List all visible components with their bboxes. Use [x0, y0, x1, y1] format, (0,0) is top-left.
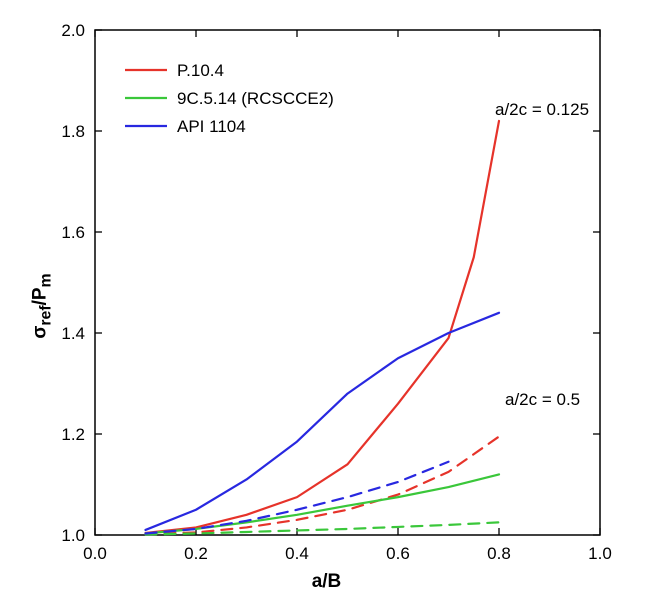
series-line — [146, 121, 500, 533]
x-tick-label: 0.0 — [83, 544, 107, 563]
x-tick-label: 1.0 — [588, 544, 612, 563]
line-chart: 0.0 0.2 0.4 0.6 0.8 1.0 1.0 1.2 1.4 1.6 1.8 2.0 P.10… — [0, 0, 653, 611]
y-tick-label: 1.0 — [61, 526, 85, 545]
y-tick-label: 1.8 — [61, 122, 85, 141]
y-tick-label: 1.6 — [61, 223, 85, 242]
legend-label: API 1104 — [177, 117, 246, 136]
x-tick-label: 0.6 — [386, 544, 410, 563]
y-tick-label: 1.4 — [61, 324, 85, 343]
x-tick-label: 0.2 — [184, 544, 208, 563]
legend-label: 9C.5.14 (RCSCCE2) — [177, 89, 334, 108]
chart-annotation: a/2c = 0.125 — [495, 100, 589, 119]
x-axis-label: a/B — [312, 571, 342, 593]
y-tick-label: 1.2 — [61, 425, 85, 444]
y-axis-label: σref/Pm — [30, 273, 56, 338]
y-tick-label: 2.0 — [61, 21, 85, 40]
x-tick-label: 0.4 — [285, 544, 309, 563]
chart-annotation: a/2c = 0.5 — [505, 390, 580, 409]
chart-container: 0.0 0.2 0.4 0.6 0.8 1.0 1.0 1.2 1.4 1.6 1.8 2.0 P.10… — [0, 0, 653, 611]
x-tick-label: 0.8 — [487, 544, 511, 563]
series-line — [146, 437, 500, 534]
legend-label: P.10.4 — [177, 61, 224, 80]
series-line — [146, 313, 500, 530]
